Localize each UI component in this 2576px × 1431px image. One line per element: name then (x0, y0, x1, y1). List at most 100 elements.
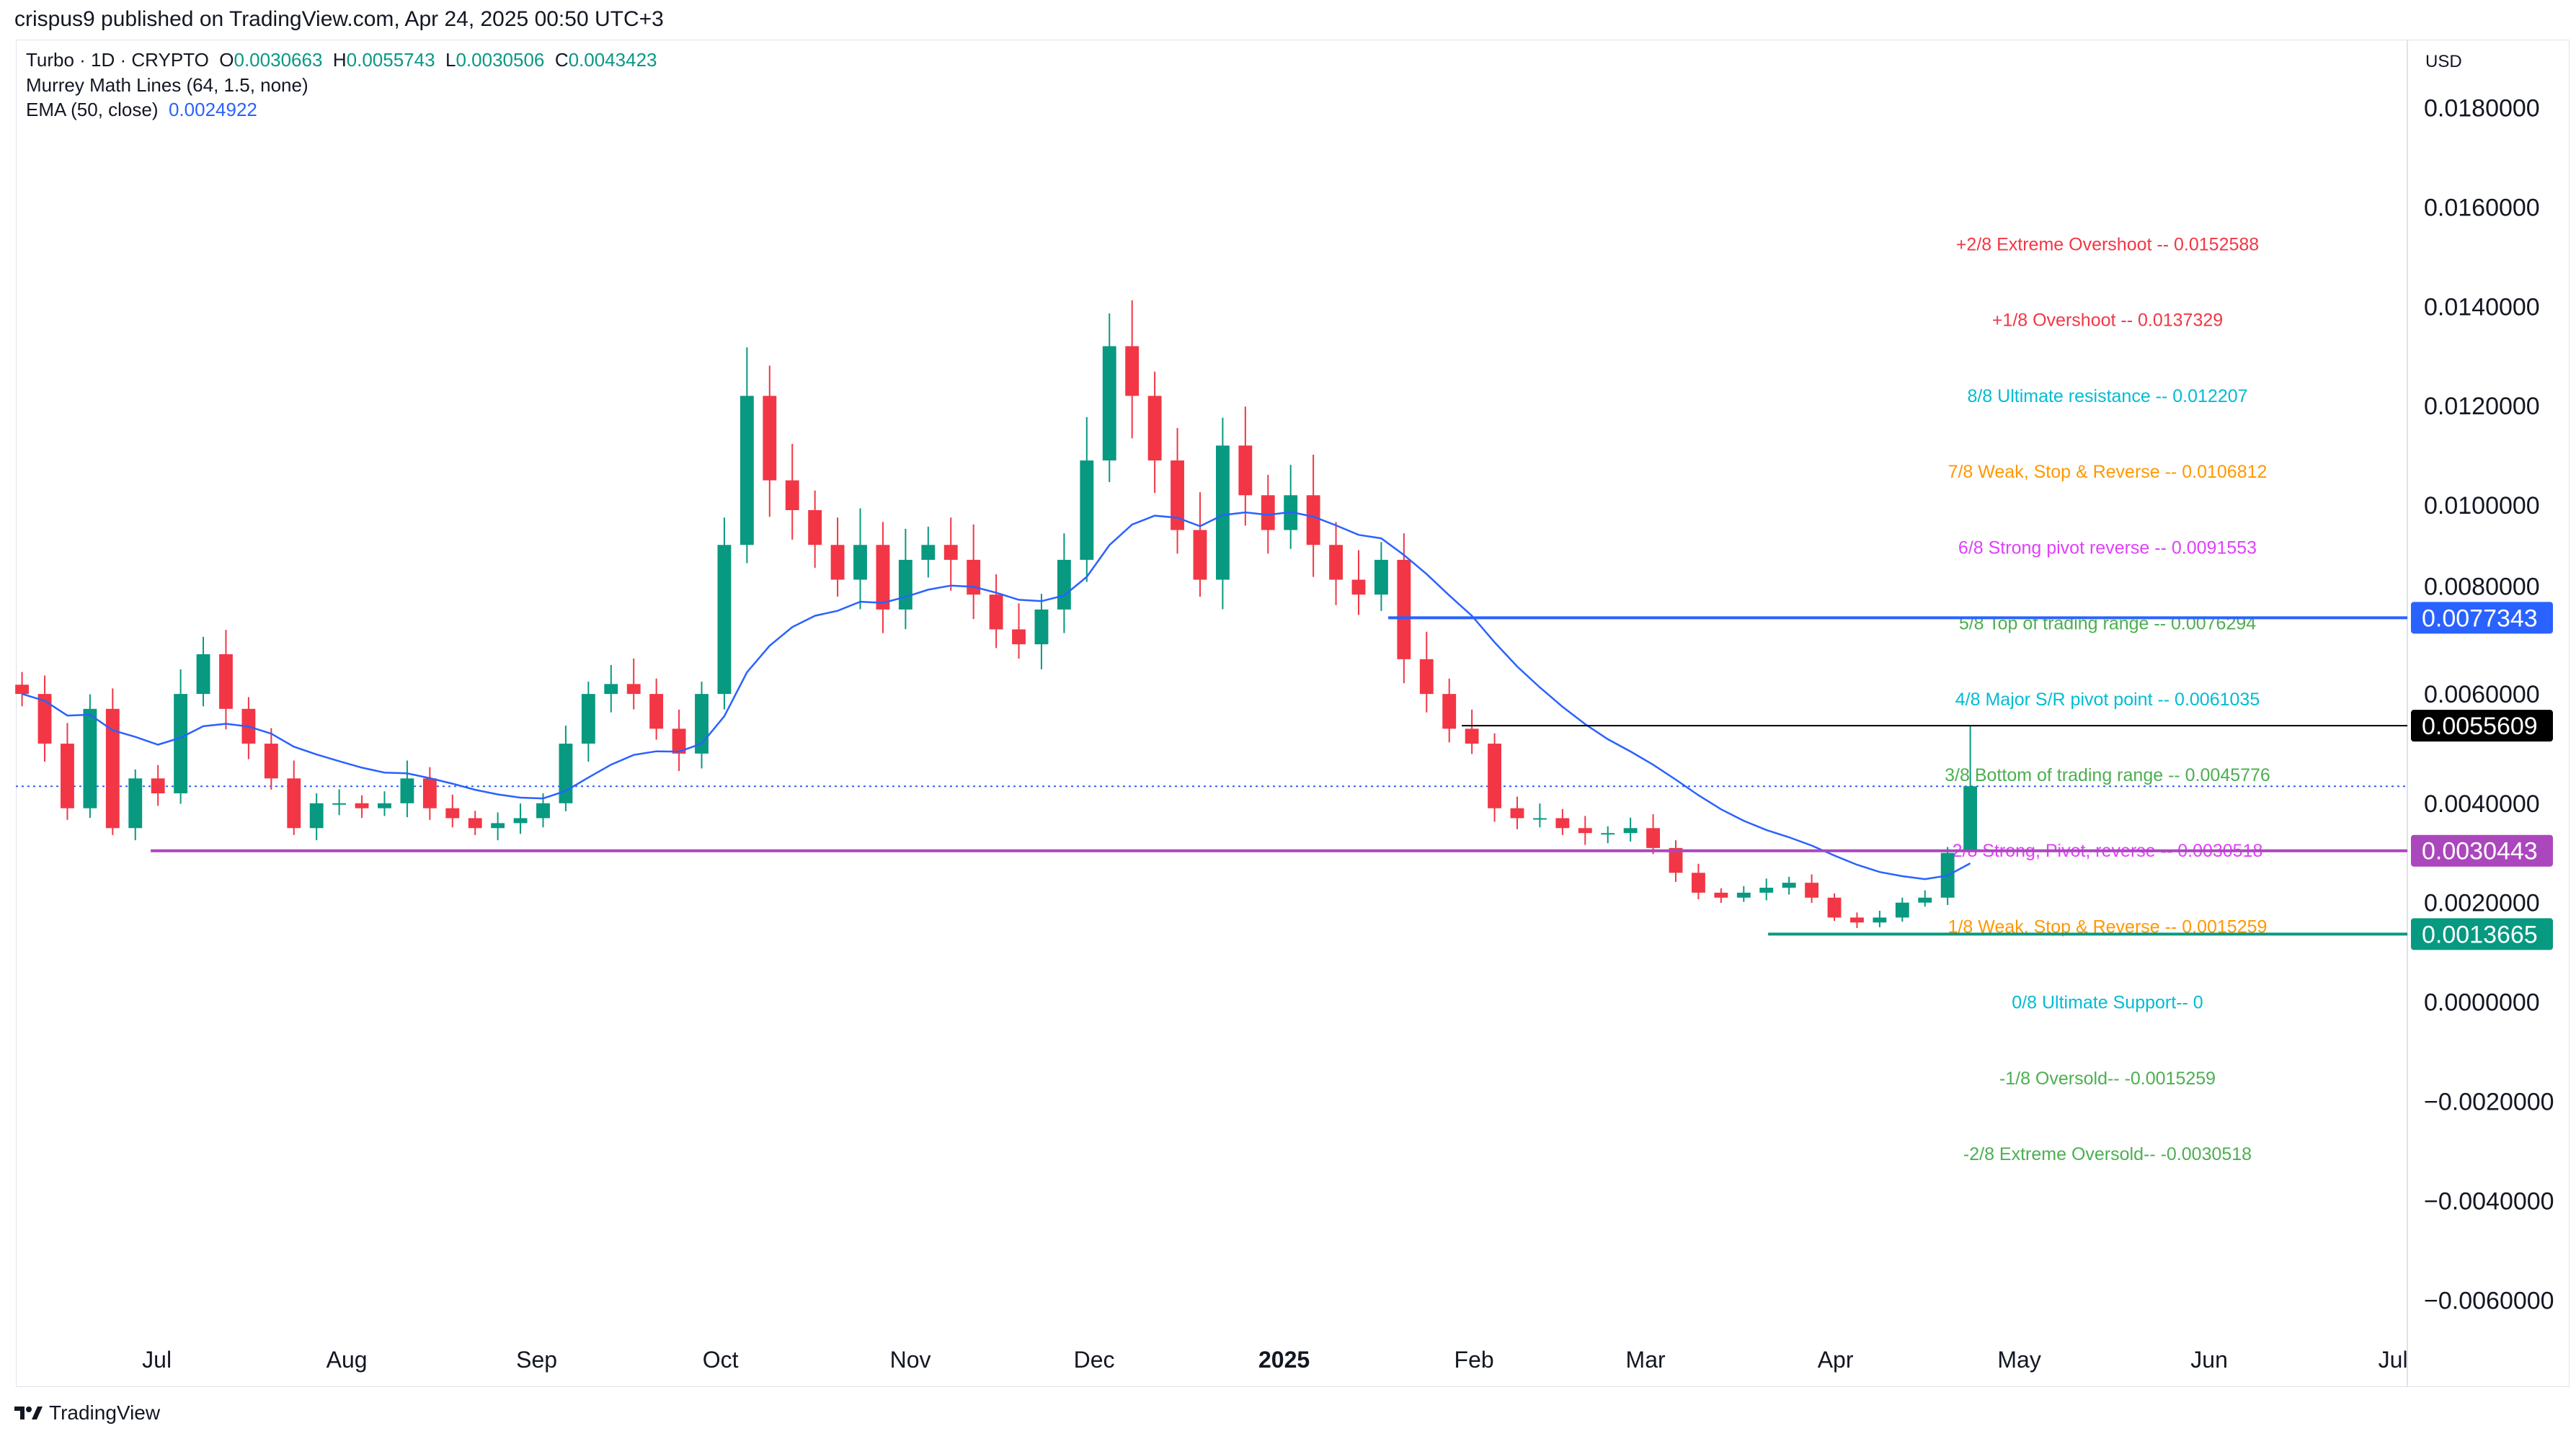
candle-body (1601, 833, 1615, 835)
candle-body (830, 545, 845, 580)
candle (1759, 878, 1774, 901)
price-tick-label: −0.0020000 (2424, 1089, 2554, 1116)
candle-body (1238, 445, 1253, 496)
candle (1895, 897, 1909, 922)
price-tick-label: 0.0100000 (2424, 492, 2540, 520)
price-tick-label: 0.0000000 (2424, 989, 2540, 1017)
candle-body (1147, 396, 1162, 461)
candle (785, 443, 799, 540)
candle (876, 522, 890, 633)
candle-body (1261, 495, 1275, 530)
candle-body (468, 818, 482, 829)
murrey-level-label: 6/8 Strong pivot reverse -- 0.0091553 (1958, 538, 2257, 558)
candle-body (1034, 609, 1049, 645)
candle (808, 490, 822, 568)
price-badge[interactable]: 0.0055609 (2411, 710, 2553, 742)
price-tick-label: −0.0060000 (2424, 1287, 2554, 1314)
price-badge-label: 0.0055609 (2422, 713, 2538, 740)
candle (83, 694, 97, 819)
candle (581, 682, 595, 762)
price-badge[interactable]: 0.0013665 (2411, 918, 2553, 950)
time-axis[interactable]: Jul Aug Sep Oct Nov Dec 2025 Feb Mar Apr May Jun Jul (142, 1347, 2407, 1373)
price-badge[interactable]: 0.0077343 (2411, 602, 2553, 634)
candle-body (1510, 808, 1524, 819)
time-tick-label: Aug (327, 1347, 368, 1373)
candle-body (1329, 545, 1343, 580)
candle (378, 791, 391, 816)
price-tick-label: 0.0140000 (2424, 293, 2540, 321)
candle (1125, 300, 1140, 439)
candle-body (967, 559, 981, 595)
price-tick-label: 0.0080000 (2424, 573, 2540, 600)
murrey-level-label: 8/8 Ultimate resistance -- 0.012207 (1967, 386, 2247, 406)
candle-body (378, 803, 391, 808)
murrey-math-levels: +2/8 Extreme Overshoot -- 0.0152588 +1/8 … (16, 235, 2407, 1164)
price-tick-label: 0.0120000 (2424, 393, 2540, 420)
candle-body (1532, 818, 1547, 820)
price-badge[interactable]: 0.0030443 (2411, 834, 2553, 867)
horizontal-lines[interactable]: 0.0077343 0.0055609 0.0030443 0.0013665 (151, 602, 2553, 950)
time-tick-label: 2025 (1258, 1347, 1310, 1373)
candle-body (853, 545, 867, 580)
candle-body (1759, 888, 1774, 893)
candle (196, 636, 210, 707)
candle (1057, 533, 1071, 633)
candle (1510, 796, 1524, 829)
murrey-indicator-legend[interactable]: Murrey Math Lines (64, 1.5, none) (26, 74, 308, 96)
candle (1850, 912, 1864, 929)
candle-body (1397, 559, 1411, 659)
candle (128, 769, 143, 841)
candle (15, 672, 30, 707)
tradingview-logo[interactable]: TradingView (14, 1401, 160, 1425)
candle (1374, 542, 1388, 611)
candle-body (1215, 445, 1230, 580)
ema-value: 0.0024922 (168, 99, 257, 120)
price-badge-label: 0.0030443 (2422, 838, 2538, 865)
candle-body (1306, 495, 1320, 545)
time-tick-label: Jul (2379, 1347, 2408, 1373)
candle (1782, 876, 1796, 895)
ema-indicator-legend[interactable]: EMA (50, close) 0.0024922 (26, 99, 257, 121)
price-axis[interactable]: 0.0180000 0.0160000 0.0140000 0.0120000 0.01… (2424, 95, 2554, 1315)
candle (219, 630, 233, 730)
candle-body (1827, 897, 1842, 918)
candle (740, 347, 754, 563)
candle (717, 517, 732, 710)
candle (1419, 631, 1434, 713)
candle-body (1374, 559, 1388, 595)
currency-selector[interactable]: USD (2425, 52, 2462, 71)
candle-body (1057, 559, 1071, 610)
high-label: H (332, 49, 347, 71)
candle (943, 517, 958, 591)
candle (174, 669, 188, 804)
candle (400, 760, 414, 818)
publish-info: crispus9 published on TradingView.com, A… (14, 7, 664, 31)
candle (1102, 313, 1116, 483)
candle-body (1918, 897, 1932, 903)
candle-body (309, 803, 324, 829)
candle-body (1782, 883, 1796, 888)
price-badge-bg (2411, 710, 2553, 742)
murrey-level-label: 0/8 Ultimate Support-- 0 (2012, 993, 2203, 1013)
ema-label: EMA (50, close) (26, 99, 159, 120)
candle (626, 659, 641, 710)
candle (37, 675, 52, 762)
candle-body (1171, 460, 1184, 530)
brand-name: TradingView (49, 1401, 161, 1424)
candle (672, 709, 686, 771)
ema-line (22, 511, 1971, 881)
time-tick-label: Nov (890, 1347, 931, 1373)
candle-body (513, 818, 528, 824)
murrey-level-label: +1/8 Overshoot -- 0.0137329 (1992, 311, 2223, 331)
candle-body (83, 708, 97, 808)
candle-body (763, 396, 777, 481)
price-tick-label: 0.0160000 (2424, 194, 2540, 221)
candle (1805, 874, 1819, 904)
candle-body (1963, 786, 1978, 850)
candle-body (287, 778, 301, 829)
candle-body (1193, 530, 1207, 580)
price-badge-bg (2411, 918, 2553, 950)
candle-body (1714, 892, 1728, 898)
candle-body (1488, 744, 1501, 808)
